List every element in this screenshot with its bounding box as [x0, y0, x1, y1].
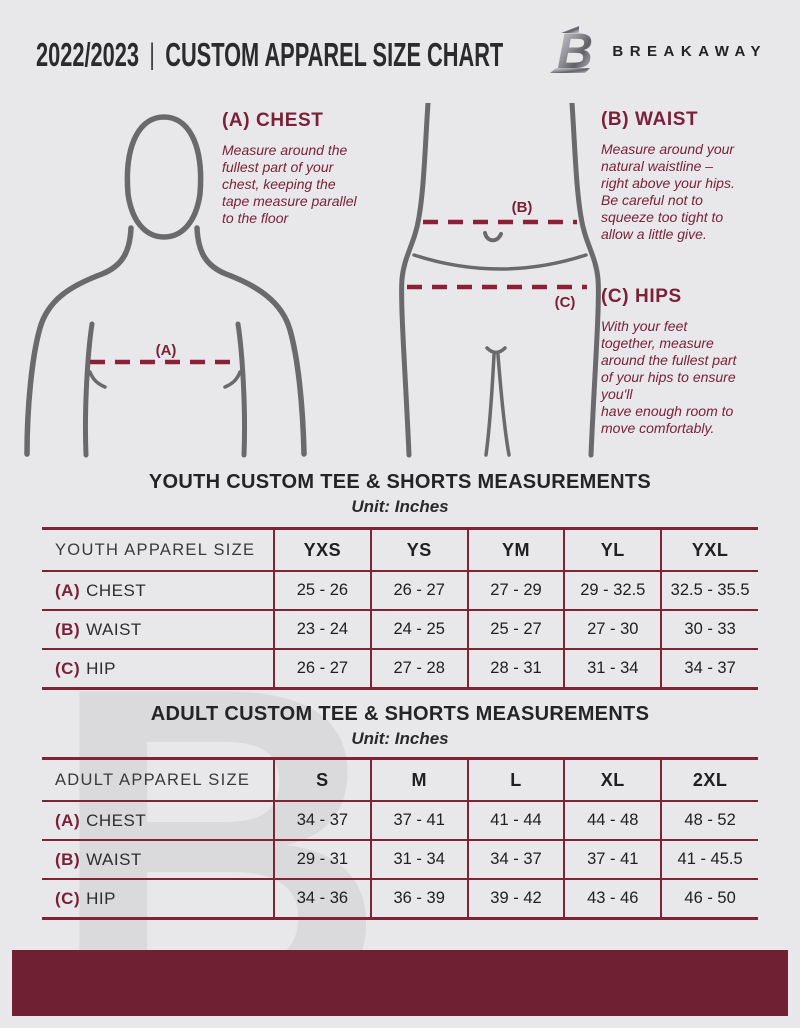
measure-label: WAIST	[86, 619, 142, 639]
waist-marker-label: (B)	[512, 199, 533, 216]
measure-value-cell: 36 - 39	[369, 879, 468, 919]
measure-value-cell: 30 - 33	[660, 610, 758, 649]
size-col-header: YS	[369, 528, 468, 571]
waist-description: Measure around your natural waistline – …	[601, 141, 735, 242]
measure-value-cell: 31 - 34	[369, 840, 468, 879]
measure-label-cell: (A) CHEST	[42, 571, 274, 610]
hips-marker-label: (C)	[555, 294, 576, 311]
title-divider: |	[149, 38, 155, 71]
measure-value-cell: 25 - 26	[273, 571, 371, 610]
lower-body-outline-figure: (B) (C)	[399, 103, 601, 458]
upper-body-outline-figure: (A)	[24, 114, 307, 458]
measure-label: CHEST	[86, 580, 147, 600]
chest-marker-label: (A)	[156, 342, 177, 359]
size-col-header: YXS	[273, 528, 371, 571]
measure-value-cell: 23 - 24	[273, 610, 371, 649]
measure-value-cell: 27 - 28	[369, 649, 468, 689]
measure-value-cell: 31 - 34	[563, 649, 662, 689]
hips-guide: (C) HIPS With your feet together, measur…	[601, 286, 800, 437]
measure-value-cell: 43 - 46	[563, 879, 662, 919]
adult-section-title: ADULT CUSTOM TEE & SHORTS MEASUREMENTS	[150, 703, 650, 725]
table-header-row: YOUTH APPAREL SIZE YXS YS YM YL YXL	[42, 528, 758, 571]
measure-value-cell: 41 - 44	[466, 801, 565, 840]
row-header-cell: ADULT APPAREL SIZE	[55, 770, 251, 789]
size-col-header: L	[466, 758, 565, 801]
size-col-header: YXL	[660, 528, 758, 571]
measure-prefix: (A)	[55, 580, 81, 600]
measure-label-cell: (A) CHEST	[42, 801, 274, 840]
breakaway-b-logo-icon: B	[550, 24, 593, 78]
measure-value-cell: 37 - 41	[563, 840, 662, 879]
adult-section-unit: Unit: Inches	[351, 729, 449, 748]
hips-description: With your feet together, measure around …	[601, 318, 737, 436]
table-row: (B) WAIST 29 - 31 31 - 34 34 - 37 37 - 41…	[42, 840, 758, 879]
measure-value-cell: 41 - 45.5	[660, 840, 758, 879]
size-col-header: S	[273, 758, 371, 801]
measure-value-cell: 34 - 37	[273, 801, 371, 840]
table-row: (B) WAIST 23 - 24 24 - 25 25 - 27 27 - 30…	[42, 610, 758, 649]
measure-label-cell: (C) HIP	[42, 879, 274, 919]
measure-value-cell: 27 - 30	[563, 610, 662, 649]
measure-value-cell: 29 - 32.5	[563, 571, 662, 610]
table-header-row: ADULT APPAREL SIZE S M L XL 2XL	[42, 758, 758, 801]
waist-heading: (B) WAIST	[601, 109, 699, 130]
table-row: (C) HIP 26 - 27 27 - 28 28 - 31 31 - 34 3…	[42, 649, 758, 689]
youth-section-unit: Unit: Inches	[351, 497, 449, 516]
measure-value-cell: 26 - 27	[273, 649, 371, 689]
youth-size-table: YOUTH APPAREL SIZE YXS YS YM YL YXL (A) C…	[42, 527, 758, 690]
measure-label: CHEST	[86, 810, 147, 830]
footer-bar	[12, 950, 788, 1016]
measure-value-cell: 39 - 42	[466, 879, 565, 919]
measure-label: HIP	[86, 658, 116, 678]
size-col-header: YM	[466, 528, 565, 571]
measure-value-cell: 34 - 37	[466, 840, 565, 879]
adult-size-table: ADULT APPAREL SIZE S M L XL 2XL (A) CHEST…	[42, 757, 758, 920]
measure-value-cell: 34 - 36	[273, 879, 371, 919]
measure-label-cell: (B) WAIST	[42, 840, 274, 879]
measure-label: WAIST	[86, 849, 142, 869]
chest-guide: (A) CHEST Measure around the fullest par…	[222, 110, 422, 227]
measure-value-cell: 24 - 25	[369, 610, 468, 649]
brand-name: BREAKAWAY	[612, 42, 767, 60]
measure-value-cell: 28 - 31	[466, 649, 565, 689]
size-col-header: M	[369, 758, 468, 801]
measure-value-cell: 48 - 52	[660, 801, 758, 840]
measure-value-cell: 25 - 27	[466, 610, 565, 649]
title-text: CUSTOM APPAREL SIZE CHART	[165, 36, 504, 73]
measure-value-cell: 37 - 41	[369, 801, 468, 840]
brand-logo: B BREAKAWAY	[549, 24, 767, 78]
measure-value-cell: 46 - 50	[660, 879, 758, 919]
youth-section-title: YOUTH CUSTOM TEE & SHORTS MEASUREMENTS	[148, 471, 652, 493]
waist-guide: (B) WAIST Measure around your natural wa…	[601, 109, 800, 243]
measure-prefix: (B)	[55, 849, 81, 869]
size-col-header: XL	[563, 758, 662, 801]
chest-description: Measure around the fullest part of your …	[222, 142, 357, 226]
size-col-header: YL	[563, 528, 662, 571]
measure-prefix: (A)	[55, 810, 81, 830]
size-col-header: 2XL	[660, 758, 758, 801]
measure-prefix: (C)	[55, 658, 81, 678]
measure-value-cell: 44 - 48	[563, 801, 662, 840]
measure-value-cell: 32.5 - 35.5	[660, 571, 758, 610]
measure-label-cell: (B) WAIST	[42, 610, 274, 649]
measure-value-cell: 26 - 27	[369, 571, 468, 610]
measure-label-cell: (C) HIP	[42, 649, 274, 689]
measure-prefix: (B)	[55, 619, 81, 639]
row-header-cell: YOUTH APPAREL SIZE	[55, 540, 256, 559]
table-row: (C) HIP 34 - 36 36 - 39 39 - 42 43 - 46 4…	[42, 879, 758, 919]
measure-label: HIP	[86, 888, 116, 908]
page-title: 2022/2023 | CUSTOM APPAREL SIZE CHART	[36, 36, 503, 74]
chest-heading: (A) CHEST	[222, 110, 324, 131]
measure-value-cell: 27 - 29	[466, 571, 565, 610]
table-row: (A) CHEST 25 - 26 26 - 27 27 - 29 29 - 32…	[42, 571, 758, 610]
hips-heading: (C) HIPS	[601, 286, 682, 307]
measure-value-cell: 29 - 31	[273, 840, 371, 879]
year-range: 2022/2023	[36, 36, 139, 73]
measure-prefix: (C)	[55, 888, 81, 908]
table-row: (A) CHEST 34 - 37 37 - 41 41 - 44 44 - 48…	[42, 801, 758, 840]
measure-value-cell: 34 - 37	[660, 649, 758, 689]
